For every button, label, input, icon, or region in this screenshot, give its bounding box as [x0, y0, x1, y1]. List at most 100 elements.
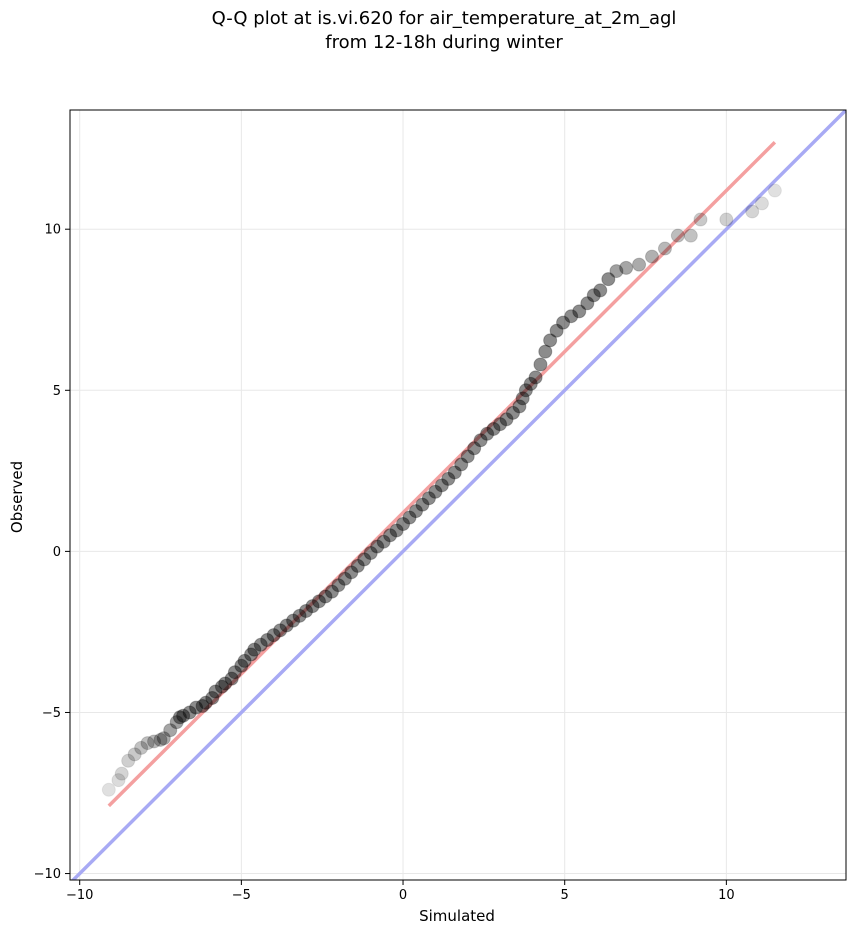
quantile-point — [147, 734, 162, 749]
quantile-point — [441, 471, 456, 486]
quantile-point — [318, 589, 333, 604]
quantile-point — [111, 773, 126, 788]
quantile-point — [331, 578, 346, 593]
quantile-point — [396, 516, 411, 531]
quantile-point — [279, 618, 294, 633]
quantile-point — [292, 608, 307, 623]
quantile-point — [645, 249, 659, 264]
quantile-point — [683, 228, 698, 243]
y-tick-label: 0 — [53, 545, 61, 560]
quantile-point — [214, 679, 229, 694]
quantile-point — [163, 723, 178, 738]
quantile-point — [533, 357, 548, 372]
quantile-point — [389, 523, 404, 538]
quantile-point — [357, 552, 372, 567]
quantile-point — [434, 478, 449, 493]
quantile-point — [344, 565, 359, 580]
quantile-point — [572, 304, 587, 319]
quantile-point — [421, 491, 436, 506]
quantile-point — [512, 399, 527, 414]
quantile-point — [383, 528, 398, 543]
quantile-point — [189, 700, 204, 715]
quantile-point — [670, 228, 685, 243]
x-tick-label: −5 — [232, 888, 251, 903]
quantile-point — [473, 433, 488, 448]
quantile-point — [260, 632, 275, 647]
quantile-point — [127, 747, 142, 762]
quantile-point — [467, 441, 482, 456]
quantile-point — [234, 658, 249, 673]
quantile-point — [169, 715, 184, 730]
quantile-point — [515, 391, 530, 406]
quantile-point — [376, 534, 391, 549]
quantile-point — [370, 539, 385, 554]
quantile-point — [305, 599, 320, 614]
quantile-point — [745, 204, 760, 219]
quantile-point — [337, 571, 352, 586]
quantile-point — [505, 405, 520, 420]
y-tick-label: 5 — [53, 384, 61, 399]
fit-line — [107, 140, 777, 808]
quantile-point — [140, 736, 155, 751]
quantile-point — [693, 212, 708, 227]
quantile-point — [195, 699, 210, 714]
x-tick-label: −10 — [66, 888, 93, 903]
quantile-point — [518, 383, 533, 398]
quantile-point — [224, 671, 239, 686]
quantile-point — [601, 272, 616, 287]
chart-title-line-1: Q-Q plot at is.vi.620 for air_temperatur… — [212, 8, 677, 29]
quantile-point — [754, 196, 769, 211]
quantile-point — [114, 766, 129, 781]
quantile-point — [350, 558, 365, 573]
quantile-point — [182, 705, 197, 720]
quantile-point — [556, 315, 571, 330]
quantile-point — [460, 449, 475, 464]
quantile-point — [564, 309, 579, 324]
y-axis-label: Observed — [8, 461, 26, 533]
quantile-point — [486, 421, 501, 436]
quantile-point — [244, 647, 259, 662]
quantile-point — [523, 376, 538, 391]
grid-lines — [70, 110, 846, 880]
quantile-point — [549, 323, 564, 338]
quantile-point — [408, 504, 423, 519]
quantile-point — [543, 333, 558, 348]
quantile-point — [227, 665, 242, 680]
quantile-point — [286, 613, 301, 628]
quantile-point — [609, 264, 624, 279]
x-tick-label: 5 — [561, 888, 569, 903]
quantile-point — [454, 457, 469, 472]
quantile-point — [593, 283, 608, 298]
quantile-point — [273, 623, 288, 638]
quantile-point — [208, 684, 223, 699]
quantile-point — [247, 642, 262, 657]
quantile-point — [402, 510, 417, 525]
quantile-point — [528, 370, 543, 385]
quantile-point — [156, 731, 171, 746]
quantile-point — [101, 782, 116, 797]
quantile-point — [586, 288, 601, 303]
quantile-point — [311, 594, 326, 609]
y-tick-label: −5 — [42, 706, 61, 721]
quantile-point — [266, 628, 281, 643]
quantile-point — [538, 344, 553, 359]
x-tick-label: 0 — [399, 888, 407, 903]
quantile-point — [134, 740, 149, 755]
y-tick-label: −10 — [34, 867, 61, 882]
x-axis-label: Simulated — [419, 907, 495, 925]
quantile-point — [172, 710, 187, 725]
identity-line — [70, 110, 846, 880]
quantile-point — [176, 708, 191, 723]
quantile-point — [153, 732, 168, 747]
quantile-point — [619, 260, 634, 275]
quantile-point — [499, 412, 514, 427]
quantile-point — [324, 584, 339, 599]
quantile-point — [632, 257, 647, 272]
quantile-point — [580, 296, 595, 311]
quantile-point — [428, 484, 443, 499]
quantile-point — [299, 603, 314, 618]
quantile-point — [657, 241, 672, 256]
plot-frame — [69, 109, 847, 881]
quantile-point — [237, 653, 252, 668]
